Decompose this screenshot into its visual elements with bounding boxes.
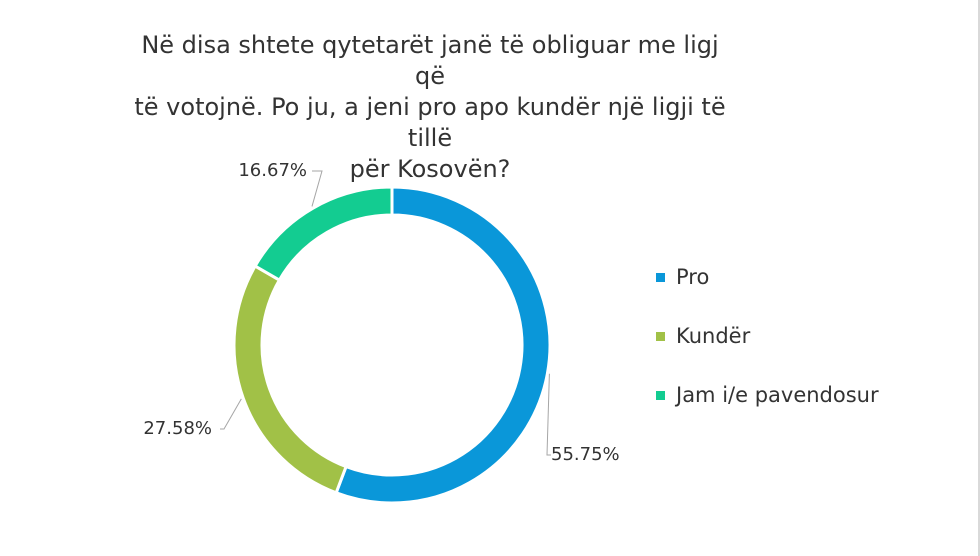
data-label-pro: 55.75% <box>551 444 620 465</box>
data-label-pavendosur: 16.67% <box>238 160 307 181</box>
chart-title-line-3: për Kosovën? <box>349 155 511 183</box>
frame-border <box>978 0 980 556</box>
data-label-kunder: 27.58% <box>143 418 212 439</box>
chart-title-line-2: të votojnë. Po ju, a jeni pro apo kundër… <box>134 93 726 152</box>
legend-label-pavendosur: Jam i/e pavendosur <box>676 383 879 407</box>
chart-title: Në disa shtete qytetarët janë të obligua… <box>130 30 730 185</box>
legend-label-pro: Pro <box>676 265 710 289</box>
donut-slices <box>232 185 552 505</box>
slice-kunder <box>232 263 348 495</box>
leader-line-pro <box>546 373 551 456</box>
legend-swatch-kunder <box>656 332 665 341</box>
legend-swatch-pavendosur <box>656 391 665 400</box>
data-labels: 55.75% 27.58% 16.67% <box>143 160 619 465</box>
legend-label-kunder: Kundër <box>676 324 751 348</box>
leader-line-pavendosur <box>311 170 323 207</box>
leader-line-kunder <box>220 398 242 430</box>
chart-title-line-1: Në disa shtete qytetarët janë të obligua… <box>141 31 719 90</box>
slice-pro <box>334 185 552 505</box>
leader-lines <box>220 170 551 456</box>
slice-pavendosur <box>253 185 394 283</box>
legend-swatch-pro <box>656 273 665 282</box>
